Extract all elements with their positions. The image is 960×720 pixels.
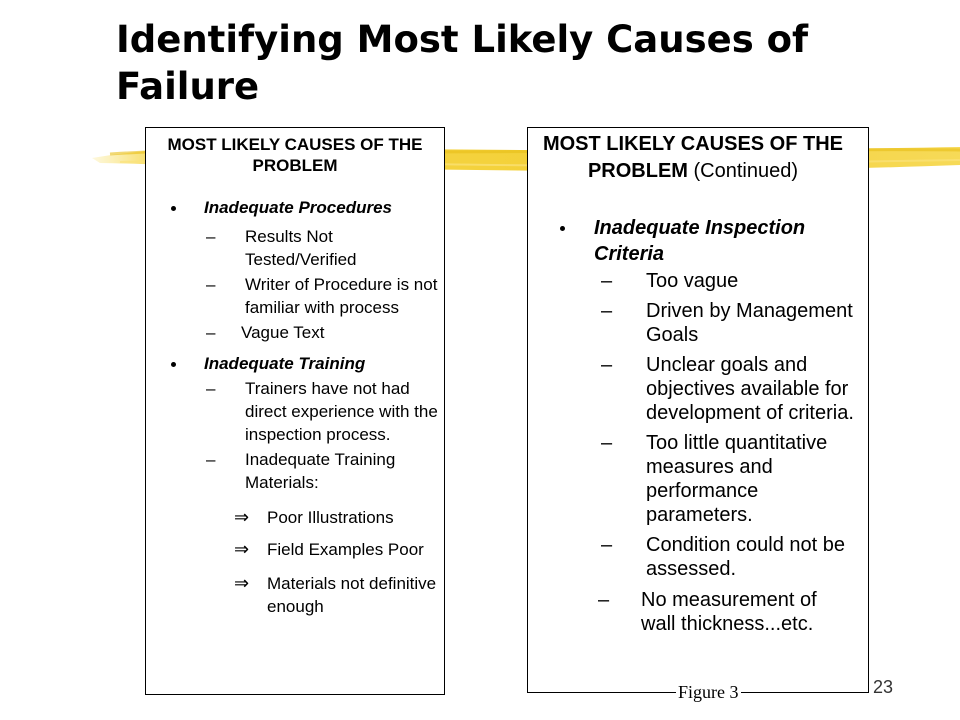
bullet-dot-icon: [171, 362, 176, 367]
bullet-inadequate-procedures: Inadequate Procedures: [146, 197, 444, 219]
list-item: – Driven by Management Goals: [528, 299, 868, 347]
dash-icon: –: [601, 354, 613, 376]
list-item-text: Results Not Tested/Verified: [245, 227, 357, 269]
dash-icon: –: [206, 227, 216, 246]
slide-title: Identifying Most Likely Causes of Failur…: [116, 18, 809, 108]
dash-icon: –: [206, 450, 216, 469]
list-item: – Too little quantitative measures and p…: [528, 431, 868, 527]
list-item-text: Materials not definitive enough: [267, 574, 437, 616]
arrow-list-item: ⇒ Materials not definitive enough: [146, 572, 444, 618]
right-double-arrow-icon: ⇒: [234, 507, 250, 527]
dash-icon: –: [601, 432, 613, 454]
figure-caption: Figure 3: [676, 682, 741, 703]
left-box-heading-text: MOST LIKELY CAUSES OF THE PROBLEM: [167, 135, 423, 175]
bullet-label: Inadequate Training: [204, 354, 366, 373]
list-item: – Condition could not be assessed.: [528, 533, 868, 581]
right-double-arrow-icon: ⇒: [234, 573, 250, 593]
list-item-text: Inadequate Training Materials:: [245, 450, 396, 492]
dash-icon: –: [601, 300, 613, 322]
dash-icon: –: [601, 270, 613, 292]
list-item-text: Too little quantitative measures and per…: [646, 432, 828, 526]
list-item: – Inadequate Training Materials:: [146, 448, 444, 494]
list-item: – Writer of Procedure is not familiar wi…: [146, 273, 444, 319]
right-double-arrow-icon: ⇒: [234, 539, 250, 559]
dash-icon: –: [206, 323, 216, 342]
list-item-text: Vague Text: [241, 323, 325, 342]
list-item-text: No measurement of wall thickness...etc.: [641, 589, 817, 635]
dash-icon: –: [601, 534, 613, 556]
bullet-label: Inadequate Inspection Criteria: [594, 217, 806, 265]
arrow-list-item: ⇒ Field Examples Poor: [146, 538, 444, 561]
list-item: – No measurement of wall thickness...etc…: [528, 588, 868, 636]
left-box-heading: MOST LIKELY CAUSES OF THE PROBLEM: [146, 134, 444, 176]
dash-icon: –: [206, 275, 216, 294]
bullet-inadequate-inspection-criteria: Inadequate Inspection Criteria: [528, 215, 868, 267]
list-item-text: Trainers have not had direct experience …: [245, 379, 438, 444]
list-item: – Vague Text: [146, 321, 444, 344]
list-item-text: Condition could not be assessed.: [646, 534, 846, 580]
list-item: – Trainers have not had direct experienc…: [146, 377, 444, 446]
dash-icon: –: [598, 589, 610, 611]
list-item-text: Driven by Management Goals: [646, 300, 853, 346]
bullet-dot-icon: [171, 206, 176, 211]
dash-icon: –: [206, 379, 216, 398]
list-item-text: Poor Illustrations: [267, 508, 394, 527]
list-item-text: Too vague: [646, 270, 739, 292]
right-box-heading-suffix: (Continued): [693, 160, 799, 182]
list-item-text: Writer of Procedure is not familiar with…: [245, 275, 438, 317]
causes-box-right: MOST LIKELY CAUSES OF THE PROBLEM (Conti…: [527, 127, 869, 693]
page-number: 23: [873, 677, 894, 697]
right-box-heading: MOST LIKELY CAUSES OF THE PROBLEM (Conti…: [528, 131, 868, 185]
bullet-label: Inadequate Procedures: [204, 198, 393, 217]
list-item: – Unclear goals and objectives available…: [528, 353, 868, 425]
list-item-text: Field Examples Poor: [267, 540, 424, 559]
causes-box-left: MOST LIKELY CAUSES OF THE PROBLEM Inadeq…: [145, 127, 445, 695]
bullet-inadequate-training: Inadequate Training: [146, 353, 444, 375]
list-item-text: Unclear goals and objectives available f…: [646, 354, 854, 424]
bullet-dot-icon: [560, 226, 565, 231]
right-box-heading-text: MOST LIKELY CAUSES OF THE PROBLEM: [542, 133, 844, 182]
arrow-list-item: ⇒ Poor Illustrations: [146, 506, 444, 529]
list-item: – Results Not Tested/Verified: [146, 225, 444, 271]
list-item: – Too vague: [528, 269, 868, 293]
